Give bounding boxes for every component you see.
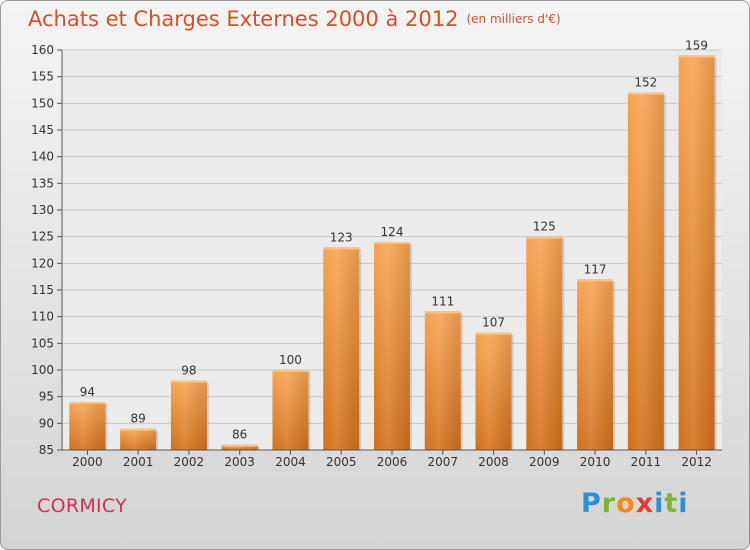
y-tick-label: 85 [39,443,54,457]
x-tick-label: 2005 [326,455,357,469]
bar-highlight [424,311,461,450]
x-tick-label: 2003 [224,455,255,469]
y-tick-label: 100 [31,363,54,377]
bar-highlight [170,380,207,450]
bar-value-label: 111 [431,294,454,308]
y-tick-label: 115 [31,283,54,297]
chart-subtitle: (en milliers d'€) [466,12,561,26]
x-tick-label: 2008 [478,455,509,469]
bar-top-edge [526,236,563,239]
bar-highlight [475,332,512,450]
bar-highlight [374,242,410,450]
bar-value-label: 123 [330,230,353,244]
bar-value-label: 159 [685,38,708,52]
x-tick-label: 2002 [174,455,205,469]
bar-value-label: 124 [381,225,404,239]
bar-top-edge [221,444,258,447]
bar-top-edge [69,402,106,404]
bar-top-edge [323,247,360,250]
bar-value-label: 86 [232,428,247,442]
bar-value-label: 94 [80,385,95,399]
bar-top-edge [424,311,461,314]
bar-highlight [678,55,715,450]
y-tick-label: 140 [31,150,54,164]
y-tick-label: 120 [31,256,54,270]
bar-top-edge [170,380,207,383]
x-tick-label: 2004 [275,455,306,469]
chart-title-block: Achats et Charges Externes 2000 à 2012 (e… [28,7,561,31]
bar-value-label: 107 [482,316,505,330]
bar-value-label: 89 [131,412,146,426]
y-tick-label: 150 [31,96,54,110]
bar-highlight [272,370,309,450]
x-tick-label: 2009 [529,455,560,469]
x-tick-label: 2000 [72,455,103,469]
bar-top-edge [272,370,309,372]
logo-letter: o [616,488,636,519]
bar-top-edge [577,279,614,282]
x-tick-label: 2007 [427,455,458,469]
bar-top-edge [475,332,512,335]
logo-letter: P [581,488,602,519]
bar-highlight [221,444,258,450]
bar-highlight [526,236,563,450]
bar-top-edge [678,55,715,58]
y-tick-label: 110 [31,310,54,324]
location-name: CORMICY [37,495,128,517]
y-tick-label: 130 [31,203,54,217]
bar-top-edge [120,428,157,431]
bar-top-edge [374,242,410,244]
bar-value-label: 117 [584,262,607,276]
bar-highlight [627,92,664,451]
bar-value-label: 100 [279,353,302,367]
axis-layer: 85 90 95 100 105 110 115 120 125 130 135 140 145 150 1… [31,38,722,469]
bar-highlight [120,428,157,450]
y-tick-label: 155 [31,70,54,84]
y-tick-label: 135 [31,176,54,190]
logo-letter: t [664,488,679,519]
y-tick-label: 90 [39,416,54,430]
bar-value-label: 98 [181,364,196,378]
y-tick-label: 105 [31,336,54,350]
x-tick-label: 2012 [681,455,712,469]
y-tick-label: 160 [31,43,54,57]
proxiti-logo: Proxiti [581,488,689,519]
y-tick-label: 145 [31,123,54,137]
bar-highlight [577,279,614,450]
bar-highlight [69,402,106,450]
x-tick-label: 2006 [377,455,408,469]
bar-value-label: 152 [634,76,657,90]
logo-letter: i [654,488,665,519]
y-tick-label: 95 [39,390,54,404]
chart-title: Achats et Charges Externes 2000 à 2012 [28,7,459,31]
bar-value-label: 125 [533,220,556,234]
logo-letter: x [635,488,655,519]
bar-highlight [323,247,360,450]
logo-letter: r [601,488,617,519]
x-tick-label: 2001 [123,455,154,469]
bar-layer [69,55,717,451]
x-tick-label: 2010 [580,455,611,469]
y-tick-label: 125 [31,230,54,244]
logo-letter: i [678,488,689,519]
x-tick-label: 2011 [631,455,662,469]
bar-top-edge [627,92,664,95]
